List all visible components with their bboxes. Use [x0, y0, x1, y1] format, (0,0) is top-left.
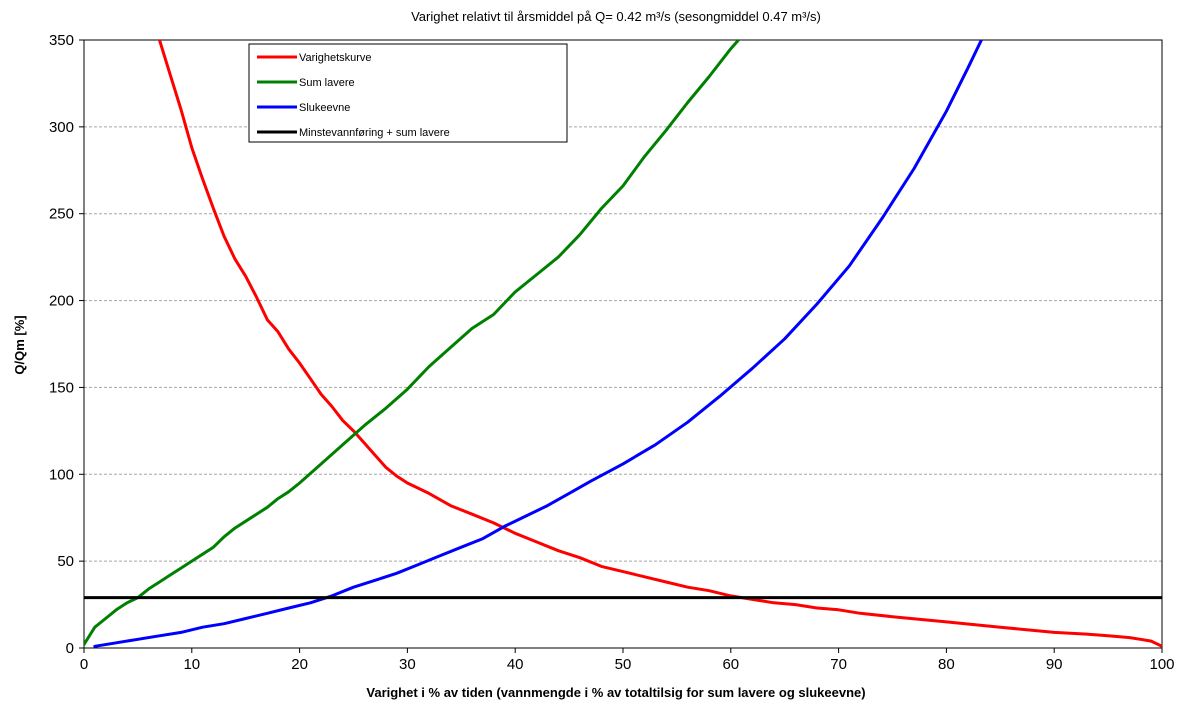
x-tick-label: 20: [291, 656, 308, 673]
x-tick-label: 50: [615, 656, 632, 673]
y-tick-label: 300: [49, 119, 74, 136]
gridlines: [84, 126, 1162, 562]
x-tick-label: 80: [938, 656, 955, 673]
legend: Varighetskurve Sum lavere Slukeevne Minstev…: [248, 43, 568, 143]
x-tick-label: 10: [183, 656, 200, 673]
series-layer: [84, 40, 1162, 648]
y-tick-label: 250: [49, 206, 74, 223]
legend-label: Sum lavere: [299, 77, 355, 89]
x-tick-label: 0: [80, 656, 88, 673]
series-line-varighetskurve: [158, 40, 1162, 648]
y-tick-label: 0: [66, 640, 74, 657]
axes: 0 50 100 150 200 250 300 350 0 10 20 30 40 50 60 70 80 90…: [49, 32, 1175, 673]
y-axis-label: Q/Qm [%]: [12, 315, 27, 374]
x-tick-label: 30: [399, 656, 416, 673]
x-tick-label: 90: [1046, 656, 1063, 673]
x-tick-label: 40: [507, 656, 524, 673]
x-tick-label: 70: [830, 656, 847, 673]
legend-label: Slukeevne: [299, 102, 350, 114]
y-tick-label: 150: [49, 379, 74, 396]
series-line-sum-lavere: [84, 40, 741, 646]
x-tick-label: 60: [722, 656, 739, 673]
legend-label: Minstevannføring + sum lavere: [299, 127, 450, 139]
y-tick-label: 200: [49, 293, 74, 310]
y-tick-label: 50: [57, 553, 74, 570]
y-tick-label: 100: [49, 466, 74, 483]
x-tick-label: 100: [1149, 656, 1174, 673]
legend-box: [248, 43, 568, 143]
x-axis-label: Varighet i % av tiden (vannmengde i % av…: [366, 685, 865, 700]
chart-title: Varighet relativt til årsmiddel på Q= 0.…: [411, 9, 821, 24]
y-tick-label: 350: [49, 32, 74, 49]
series-line-slukeevne: [93, 40, 984, 648]
legend-label: Varighetskurve: [299, 52, 372, 64]
plot-area: [83, 39, 1163, 649]
